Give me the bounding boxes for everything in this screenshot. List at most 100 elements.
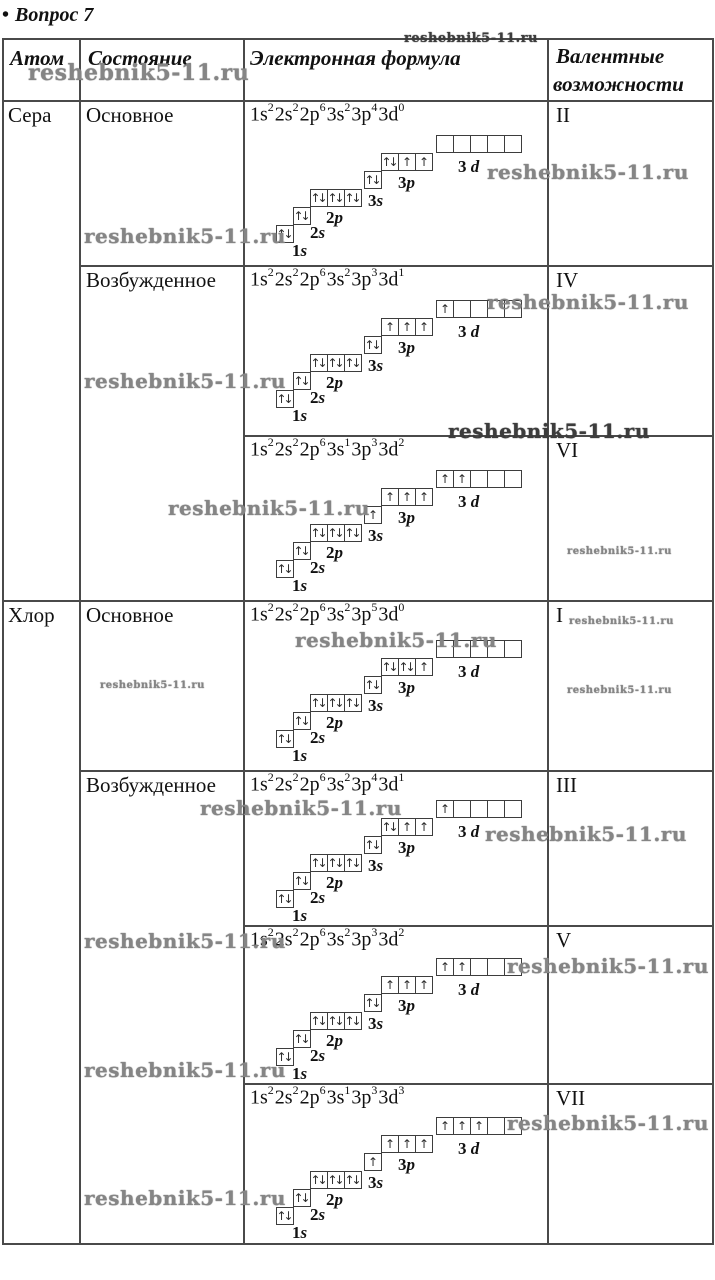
- orbital-diagram: ↑↓ 1s ↑↓ 2s ↑↓ ↑↓ ↑↓ 2p ↑↓ 3s ↑↓ ↑ ↑ 3p 3 d: [276, 135, 528, 263]
- orbital-box: ↑: [436, 470, 454, 488]
- watermark: reshebnik5-11.ru: [567, 546, 672, 557]
- orbital-label: 1s: [292, 576, 308, 595]
- single-electron-arrow: ↑: [473, 1119, 484, 1133]
- paired-electrons-arrows: ↑↓: [276, 562, 293, 576]
- orbital-box: ↑↓: [310, 354, 328, 372]
- paired-electrons-arrows: ↑↓: [276, 392, 293, 406]
- electron-formula: 1s22s22p63s23p33d1: [250, 265, 405, 291]
- orbital-box: ↑: [381, 1135, 399, 1153]
- orbital-box: ↑: [415, 1135, 433, 1153]
- orbital-box: ↑↓: [276, 390, 294, 408]
- single-electron-arrow: ↑: [367, 508, 378, 522]
- orbital-box: [504, 640, 522, 658]
- single-electron-arrow: ↑: [384, 490, 395, 504]
- single-electron-arrow: ↑: [401, 1137, 412, 1151]
- orbital-box: [453, 300, 471, 318]
- single-electron-arrow: ↑: [418, 490, 429, 504]
- state-name: Основное: [86, 603, 174, 627]
- single-electron-arrow: ↑: [439, 1119, 450, 1133]
- orbital-diagram: ↑↓ 1s ↑↓ 2s ↑↓ ↑↓ ↑↓ 2p ↑↓ 3s ↑↓ ↑↓ ↑ 3p 3 d: [276, 640, 528, 768]
- orbital-label: 3s: [368, 856, 384, 875]
- table-border-horizontal: [2, 100, 714, 102]
- paired-electrons-arrows: ↑↓: [327, 356, 344, 370]
- paired-electrons-arrows: ↑↓: [344, 1014, 361, 1028]
- orbital-label: 3p: [398, 508, 415, 527]
- paired-electrons-arrows: ↑↓: [293, 714, 310, 728]
- orbital-box: ↑: [398, 818, 416, 836]
- orbital-label: 2p: [326, 1190, 343, 1209]
- orbital-box: ↑: [453, 1117, 471, 1135]
- paired-electrons-arrows: ↑↓: [327, 1173, 344, 1187]
- orbital-box: ↑↓: [327, 524, 345, 542]
- paired-electrons-arrows: ↑↓: [364, 678, 381, 692]
- watermark: reshebnik5-11.ru: [84, 1058, 286, 1082]
- orbital-box: [470, 800, 488, 818]
- paired-electrons-arrows: ↑↓: [398, 660, 415, 674]
- watermark: reshebnik5-11.ru: [567, 685, 672, 696]
- orbital-label: 2s: [310, 1046, 326, 1065]
- column-header-valence-line2: возможности: [553, 72, 684, 96]
- paired-electrons-arrows: ↑↓: [381, 820, 398, 834]
- orbital-label: 2s: [310, 558, 326, 577]
- bullet-icon: •: [2, 4, 10, 26]
- orbital-box: [487, 135, 505, 153]
- paired-electrons-arrows: ↑↓: [344, 356, 361, 370]
- valence-value: V: [556, 928, 572, 952]
- orbital-box: ↑↓: [310, 694, 328, 712]
- orbital-box: ↑↓: [364, 994, 382, 1012]
- orbital-box: ↑↓: [327, 189, 345, 207]
- orbital-box: ↑↓: [327, 354, 345, 372]
- paired-electrons-arrows: ↑↓: [310, 856, 327, 870]
- orbital-box: ↑: [436, 958, 454, 976]
- orbital-box: ↑↓: [344, 189, 362, 207]
- orbital-box: ↑: [398, 976, 416, 994]
- orbital-label: 1s: [292, 906, 308, 925]
- orbital-box: ↑↓: [381, 818, 399, 836]
- orbital-box: ↑↓: [293, 542, 311, 560]
- orbital-label: 3p: [398, 338, 415, 357]
- electron-formula: 1s22s22p63s23p43d0: [250, 100, 405, 126]
- electron-formula: 1s22s22p63s23p33d2: [250, 925, 405, 951]
- orbital-box: ↑↓: [293, 372, 311, 390]
- orbital-box: [453, 135, 471, 153]
- orbital-label: 3s: [368, 526, 384, 545]
- column-header-formula: Электронная формула: [250, 46, 461, 70]
- orbital-box: ↑↓: [276, 225, 294, 243]
- orbital-box: ↑↓: [310, 524, 328, 542]
- watermark: reshebnik5-11.ru: [507, 954, 709, 978]
- orbital-label: 1s: [292, 746, 308, 765]
- table-border-vertical: [712, 38, 714, 1245]
- single-electron-arrow: ↑: [439, 960, 450, 974]
- orbital-box: ↑↓: [276, 730, 294, 748]
- orbital-box: ↑: [398, 318, 416, 336]
- orbital-label: 2p: [326, 713, 343, 732]
- electron-formula: 1s22s22p63s23p53d0: [250, 600, 405, 626]
- orbital-box: ↑↓: [310, 1171, 328, 1189]
- orbital-box: ↑: [398, 1135, 416, 1153]
- orbital-diagram: ↑↓ 1s ↑↓ 2s ↑↓ ↑↓ ↑↓ 2p ↑ 3s ↑ ↑ ↑ 3p ↑ ↑ ↑ 3 d: [276, 1117, 528, 1245]
- orbital-box: ↑↓: [327, 1171, 345, 1189]
- orbital-label: 3 d: [458, 157, 480, 176]
- single-electron-arrow: ↑: [439, 302, 450, 316]
- orbital-box: ↑: [381, 488, 399, 506]
- watermark: reshebnik5-11.ru: [100, 680, 205, 691]
- orbital-box: ↑↓: [276, 890, 294, 908]
- single-electron-arrow: ↑: [401, 155, 412, 169]
- orbital-label: 2s: [310, 388, 326, 407]
- orbital-label: 2s: [310, 223, 326, 242]
- orbital-label: 3s: [368, 696, 384, 715]
- valence-value: IV: [556, 268, 579, 292]
- valence-value: VII: [556, 1086, 586, 1110]
- atom-name: Хлор: [8, 603, 55, 627]
- paired-electrons-arrows: ↑↓: [310, 696, 327, 710]
- orbital-box: ↑↓: [293, 207, 311, 225]
- orbital-label: 2s: [310, 728, 326, 747]
- paired-electrons-arrows: ↑↓: [293, 1032, 310, 1046]
- state-name: Возбужденное: [86, 268, 216, 292]
- orbital-label: 1s: [292, 406, 308, 425]
- single-electron-arrow: ↑: [456, 960, 467, 974]
- orbital-box: ↑: [398, 488, 416, 506]
- orbital-box: ↑↓: [344, 1171, 362, 1189]
- single-electron-arrow: ↑: [418, 155, 429, 169]
- valence-value: VI: [556, 438, 579, 462]
